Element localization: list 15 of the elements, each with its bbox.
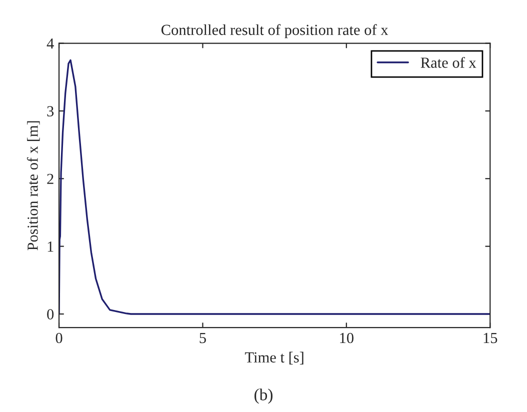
x-axis-title: Time t [s] <box>244 352 304 364</box>
y-tick-label: 4 <box>46 38 54 49</box>
chart-title: Controlled result of position rate of x <box>161 24 388 38</box>
y-axis-title: Position rate of x [m] <box>26 121 40 250</box>
legend-label: Rate of x <box>420 56 476 68</box>
x-tick-label: 10 <box>340 332 354 344</box>
x-tick-label: 5 <box>200 333 206 344</box>
x-tick-label: 15 <box>484 332 498 344</box>
y-tick-label: 3 <box>47 106 54 116</box>
line-series <box>59 59 490 315</box>
x-tick-label: 0 <box>56 332 62 344</box>
text: (b) <box>254 388 272 404</box>
y-tick-label: 1 <box>48 242 54 252</box>
y-tick-label: 0 <box>47 309 54 320</box>
y-tick-label: 2 <box>47 174 54 184</box>
